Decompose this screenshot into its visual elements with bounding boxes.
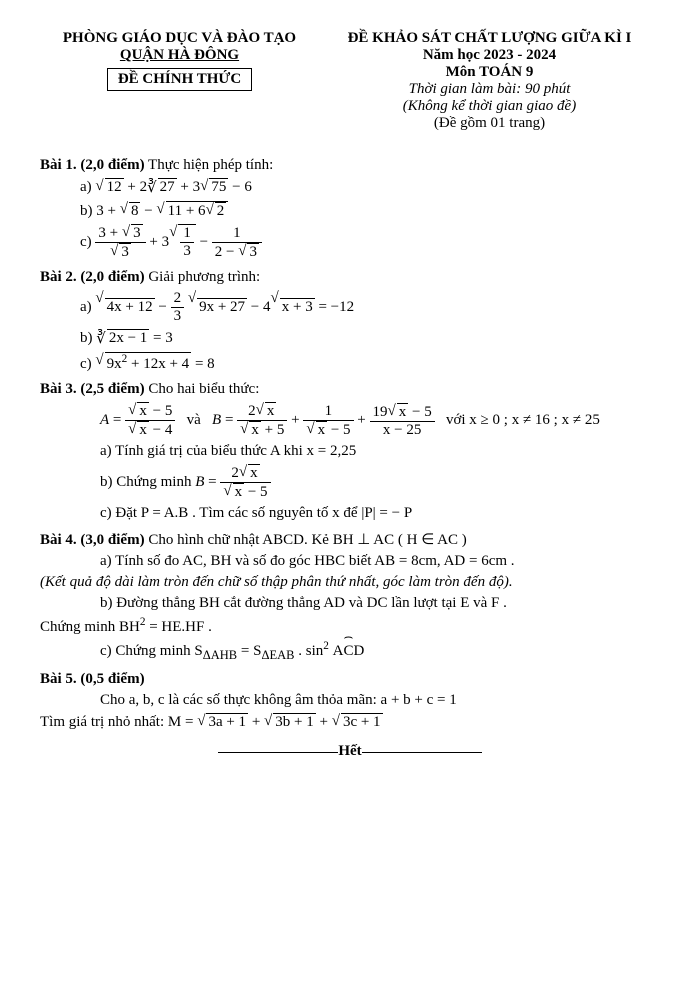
- official-box: ĐỀ CHÍNH THỨC: [107, 68, 252, 91]
- bai3-title: Bài 3. (2,5 điểm): [40, 381, 145, 397]
- bai5-line2: Tìm giá trị nhỏ nhất: M = √3a + 1 + √3b …: [40, 713, 660, 731]
- bai4-note: (Kết quả độ dài làm tròn đến chữ số thập…: [40, 574, 660, 591]
- bai4-c: c) Chứng minh SΔAHB = SΔEAB . sin2 ⌢ ACD: [100, 640, 660, 663]
- bai5: Bài 5. (0,5 điểm): [40, 671, 660, 688]
- bai1-text: Thực hiện phép tính:: [145, 157, 274, 173]
- bai5-line1: Cho a, b, c là các số thực không âm thỏa…: [100, 692, 660, 709]
- exam-title: ĐỀ KHẢO SÁT CHẤT LƯỢNG GIỮA KÌ I: [319, 30, 660, 47]
- bai2-b: b) ∛2x − 1 = 3: [80, 329, 660, 348]
- bai4-title: Bài 4. (3,0 điểm): [40, 532, 145, 548]
- bai4-b: b) Đường thẳng BH cắt đường thẳng AD và …: [100, 595, 660, 612]
- bai1-c: c) 3 + √3√3 + 3√13 − 12 − √3: [80, 224, 660, 261]
- bai4-a: a) Tính số đo AC, BH và số đo góc HBC bi…: [100, 553, 660, 570]
- dept-line2: QUẬN HÀ ĐÔNG: [40, 47, 319, 64]
- header-right: ĐỀ KHẢO SÁT CHẤT LƯỢNG GIỮA KÌ I Năm học…: [319, 30, 660, 132]
- bai5-title: Bài 5. (0,5 điểm): [40, 671, 145, 687]
- bai2-title: Bài 2. (2,0 điểm): [40, 269, 145, 285]
- duration: Thời gian làm bài: 90 phút: [319, 81, 660, 98]
- end-line: Hết: [40, 743, 660, 760]
- bai2-c: c) √9x2 + 12x + 4 = 8: [80, 352, 660, 373]
- bai1-title: Bài 1. (2,0 điểm): [40, 157, 145, 173]
- header-left: PHÒNG GIÁO DỤC VÀ ĐÀO TẠO QUẬN HÀ ĐÔNG Đ…: [40, 30, 319, 132]
- note1: (Không kể thời gian giao đề): [319, 98, 660, 115]
- bai3-c: c) Đặt P = A.B . Tìm các số nguyên tố x …: [100, 505, 660, 522]
- bai4: Bài 4. (3,0 điểm) Cho hình chữ nhật ABCD…: [40, 530, 660, 549]
- bai3-a: a) Tính giá trị của biểu thức A khi x = …: [100, 443, 660, 460]
- note2: (Đề gồm 01 trang): [319, 115, 660, 132]
- bai3-text: Cho hai biểu thức:: [145, 381, 260, 397]
- bai2-a: a) √4x + 12 − 23 √9x + 27 − 4√x + 3 = −1…: [80, 290, 660, 325]
- bai3: Bài 3. (2,5 điểm) Cho hai biểu thức:: [40, 381, 660, 398]
- bai2-text: Giải phương trình:: [145, 269, 261, 285]
- year: Năm học 2023 - 2024: [319, 47, 660, 64]
- bai4-text: Cho hình chữ nhật ABCD. Kẻ BH ⊥ AC ( H ∈…: [145, 532, 467, 548]
- het-text: Hết: [338, 743, 361, 759]
- dept-line1: PHÒNG GIÁO DỤC VÀ ĐÀO TẠO: [40, 30, 319, 47]
- bai3-expr: A = √x − 5√x − 4 và B = 2√x√x + 5 + 1√x …: [100, 402, 660, 439]
- bai2: Bài 2. (2,0 điểm) Giải phương trình:: [40, 269, 660, 286]
- bai3-cond: với x ≥ 0 ; x ≠ 16 ; x ≠ 25: [446, 412, 600, 428]
- bai1-b: b) 3 + √8 − √11 + 6√2: [80, 201, 660, 220]
- subject: Môn TOÁN 9: [319, 64, 660, 81]
- bai3-b: b) Chứng minh B = 2√x√x − 5: [100, 464, 660, 501]
- bai1-a: a) √12 + 2∛27 + 3√75 − 6: [80, 178, 660, 197]
- bai1: Bài 1. (2,0 điểm) Thực hiện phép tính:: [40, 157, 660, 174]
- header: PHÒNG GIÁO DỤC VÀ ĐÀO TẠO QUẬN HÀ ĐÔNG Đ…: [40, 30, 660, 132]
